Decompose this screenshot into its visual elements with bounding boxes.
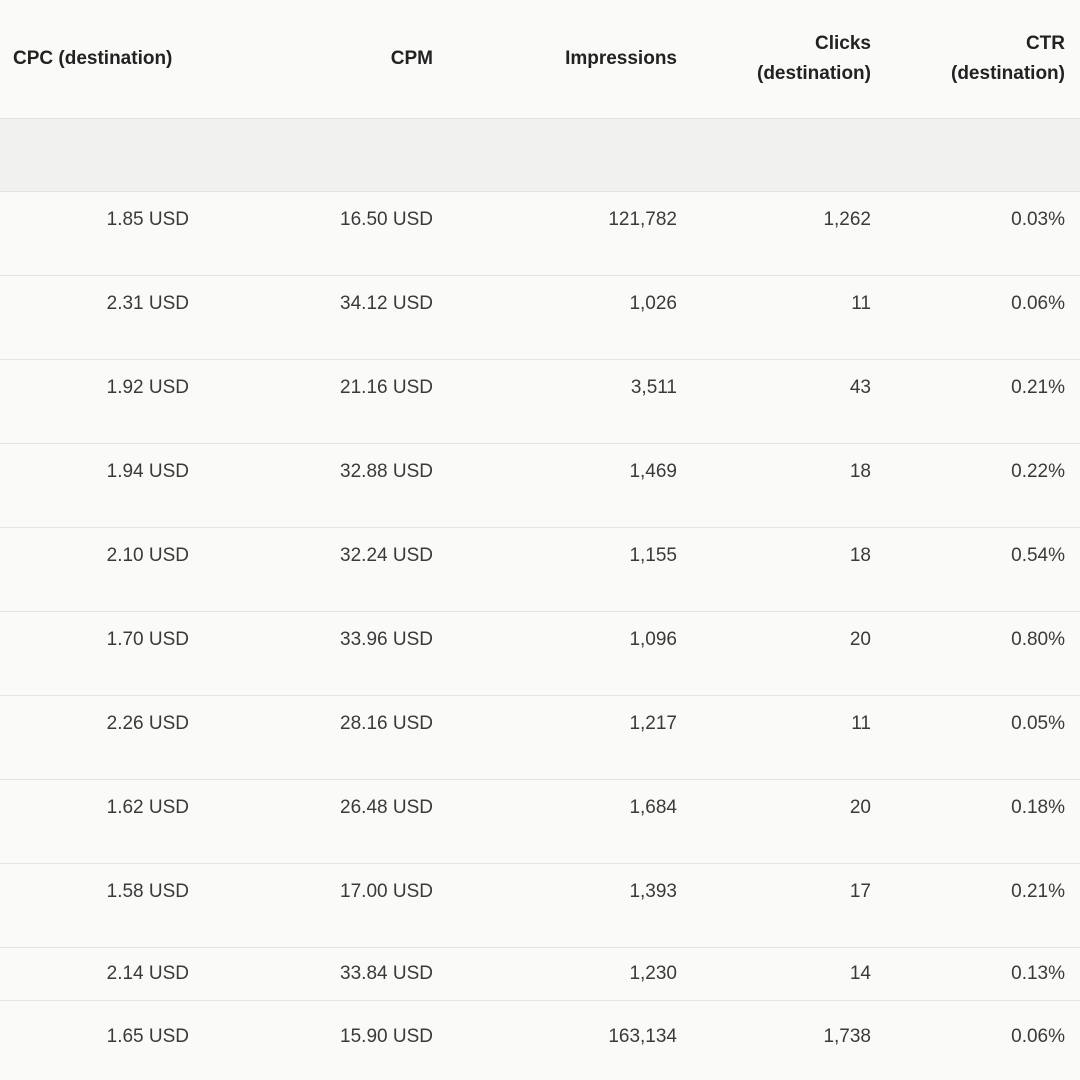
column-header-cpc[interactable]: CPC (destination) bbox=[13, 0, 203, 118]
impressions-cell: 1,096 bbox=[629, 629, 677, 650]
cpm-cell: 28.16 USD bbox=[340, 713, 433, 734]
cpc-cell: 1.94 USD bbox=[106, 461, 189, 482]
cpm-cell: 26.48 USD bbox=[340, 797, 433, 818]
cpc-cell: 1.62 USD bbox=[106, 797, 189, 818]
ctr-cell: 0.13% bbox=[1011, 963, 1065, 984]
impressions-cell: 1,026 bbox=[629, 293, 677, 314]
clicks-cell: 20 bbox=[849, 629, 871, 650]
impressions-cell: 121,782 bbox=[608, 209, 677, 230]
cpc-cell: 1.65 USD bbox=[106, 1026, 189, 1047]
column-header-label-sub: (destination) bbox=[757, 63, 871, 84]
ctr-cell: 0.05% bbox=[1011, 713, 1065, 734]
column-header-label: Impressions bbox=[565, 48, 677, 69]
ctr-cell: 0.21% bbox=[1011, 881, 1065, 902]
cpm-cell: 33.84 USD bbox=[340, 963, 433, 984]
ctr-cell: 0.22% bbox=[1011, 461, 1065, 482]
column-header-ctr[interactable]: CTR (destination) bbox=[880, 0, 1065, 118]
ctr-cell: 0.21% bbox=[1011, 377, 1065, 398]
ctr-cell: 0.80% bbox=[1011, 629, 1065, 650]
clicks-cell: 14 bbox=[849, 963, 871, 984]
table-row[interactable]: 1.65 USD 15.90 USD 163,134 1,738 0.06% bbox=[0, 1001, 1080, 1069]
ctr-cell: 0.03% bbox=[1011, 209, 1065, 230]
table-row[interactable]: 1.58 USD 17.00 USD 1,393 17 0.21% bbox=[0, 864, 1080, 948]
table-row[interactable]: 2.26 USD 28.16 USD 1,217 11 0.05% bbox=[0, 696, 1080, 780]
table-body: 1.85 USD 16.50 USD 121,782 1,262 0.03% 2.31 U… bbox=[0, 192, 1080, 1069]
cpc-cell: 2.14 USD bbox=[106, 963, 189, 984]
impressions-cell: 1,217 bbox=[629, 713, 677, 734]
cpc-cell: 1.92 USD bbox=[106, 377, 189, 398]
cpm-cell: 17.00 USD bbox=[340, 881, 433, 902]
table-row[interactable]: 1.94 USD 32.88 USD 1,469 18 0.22% bbox=[0, 444, 1080, 528]
table-header: CPC (destination) CPM Impressions Clicks… bbox=[0, 0, 1080, 119]
cpc-cell: 1.58 USD bbox=[106, 881, 189, 902]
impressions-cell: 163,134 bbox=[608, 1026, 677, 1047]
column-header-clicks[interactable]: Clicks (destination) bbox=[690, 0, 871, 118]
impressions-cell: 1,393 bbox=[629, 881, 677, 902]
impressions-cell: 1,230 bbox=[629, 963, 677, 984]
column-header-label-sub: (destination) bbox=[951, 63, 1065, 84]
impressions-cell: 1,155 bbox=[629, 545, 677, 566]
table-row[interactable]: 1.70 USD 33.96 USD 1,096 20 0.80% bbox=[0, 612, 1080, 696]
table-row[interactable]: 1.62 USD 26.48 USD 1,684 20 0.18% bbox=[0, 780, 1080, 864]
cpc-cell: 2.10 USD bbox=[106, 545, 189, 566]
clicks-cell: 1,738 bbox=[823, 1026, 871, 1047]
cpc-cell: 1.85 USD bbox=[106, 209, 189, 230]
column-header-label: Clicks bbox=[815, 33, 871, 54]
table-row[interactable]: 2.10 USD 32.24 USD 1,155 18 0.54% bbox=[0, 528, 1080, 612]
cpm-cell: 16.50 USD bbox=[340, 209, 433, 230]
column-header-cpm[interactable]: CPM bbox=[200, 0, 433, 118]
column-header-impressions[interactable]: Impressions bbox=[440, 0, 677, 118]
table-row[interactable]: 2.31 USD 34.12 USD 1,026 11 0.06% bbox=[0, 276, 1080, 360]
cpm-cell: 32.24 USD bbox=[340, 545, 433, 566]
column-header-label: CTR bbox=[1025, 33, 1065, 54]
table-row[interactable]: 1.92 USD 21.16 USD 3,511 43 0.21% bbox=[0, 360, 1080, 444]
column-header-label: CPC (destination) bbox=[13, 48, 173, 69]
cpm-cell: 32.88 USD bbox=[340, 461, 433, 482]
cpc-cell: 2.31 USD bbox=[106, 293, 189, 314]
clicks-cell: 11 bbox=[851, 293, 871, 314]
summary-row bbox=[0, 119, 1080, 192]
cpm-cell: 15.90 USD bbox=[340, 1026, 433, 1047]
table-row[interactable]: 2.14 USD 33.84 USD 1,230 14 0.13% bbox=[0, 948, 1080, 1001]
cpc-cell: 2.26 USD bbox=[106, 713, 189, 734]
cpm-cell: 33.96 USD bbox=[340, 629, 433, 650]
cpm-cell: 34.12 USD bbox=[340, 293, 433, 314]
clicks-cell: 43 bbox=[849, 377, 871, 398]
cpm-cell: 21.16 USD bbox=[340, 377, 433, 398]
cpc-cell: 1.70 USD bbox=[106, 629, 189, 650]
clicks-cell: 20 bbox=[849, 797, 871, 818]
clicks-cell: 17 bbox=[849, 881, 871, 902]
table-row[interactable]: 1.85 USD 16.50 USD 121,782 1,262 0.03% bbox=[0, 192, 1080, 276]
ctr-cell: 0.18% bbox=[1011, 797, 1065, 818]
clicks-cell: 18 bbox=[849, 461, 871, 482]
clicks-cell: 11 bbox=[851, 713, 871, 734]
column-header-label: CPM bbox=[390, 48, 433, 69]
ctr-cell: 0.06% bbox=[1011, 1026, 1065, 1047]
impressions-cell: 1,684 bbox=[629, 797, 677, 818]
impressions-cell: 1,469 bbox=[629, 461, 677, 482]
impressions-cell: 3,511 bbox=[630, 377, 677, 398]
clicks-cell: 1,262 bbox=[823, 209, 871, 230]
clicks-cell: 18 bbox=[849, 545, 871, 566]
ctr-cell: 0.54% bbox=[1011, 545, 1065, 566]
ctr-cell: 0.06% bbox=[1011, 293, 1065, 314]
